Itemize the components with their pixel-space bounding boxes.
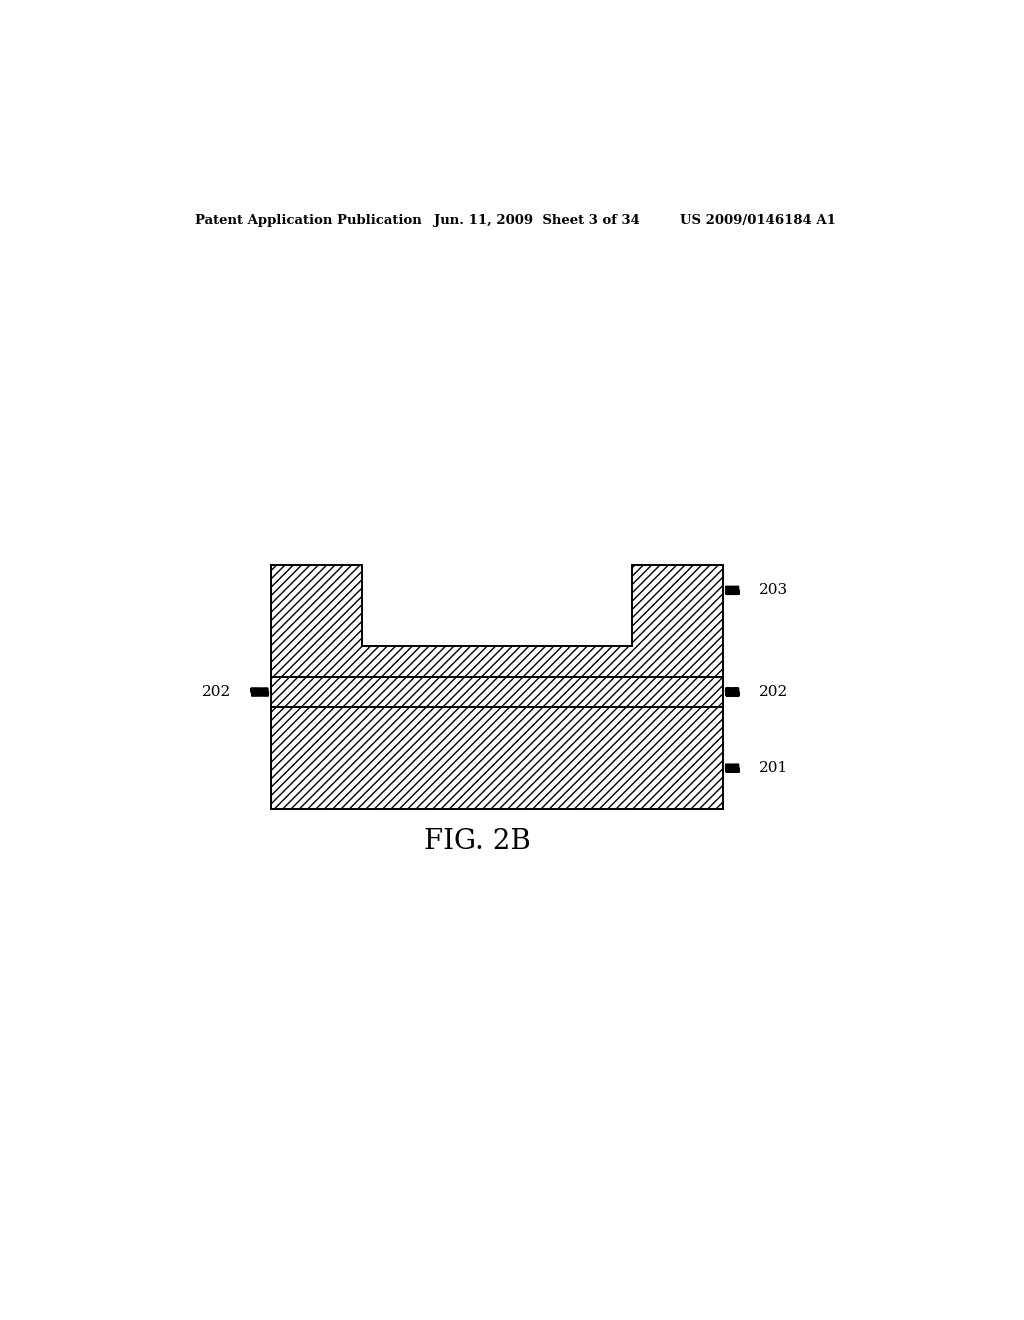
Text: 202: 202 [202, 685, 231, 700]
Text: 203: 203 [759, 583, 788, 598]
Text: 202: 202 [759, 685, 788, 700]
Bar [270, 708, 723, 809]
Text: FIG. 2B: FIG. 2B [424, 828, 530, 854]
Bar [270, 677, 723, 708]
Text: US 2009/0146184 A1: US 2009/0146184 A1 [680, 214, 836, 227]
Text: Jun. 11, 2009  Sheet 3 of 34: Jun. 11, 2009 Sheet 3 of 34 [433, 214, 639, 227]
Text: 201: 201 [759, 762, 788, 775]
Text: Patent Application Publication: Patent Application Publication [196, 214, 422, 227]
Polygon shape [270, 565, 723, 677]
